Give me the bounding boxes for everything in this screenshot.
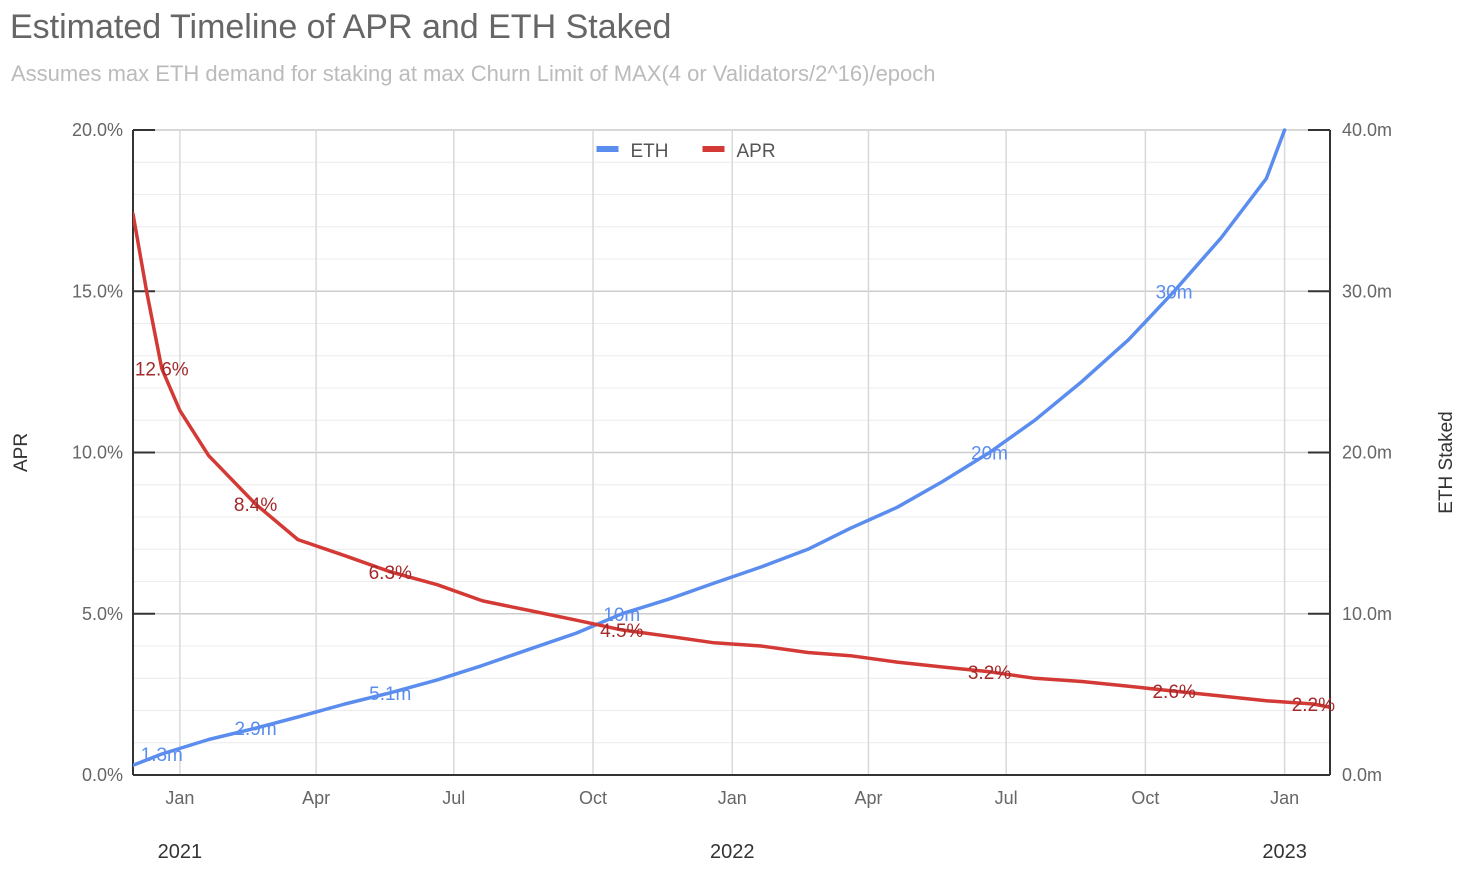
left-axis-tick-label: 20.0% xyxy=(72,120,123,140)
x-axis-year-label: 2021 xyxy=(158,841,203,863)
right-axis-tick-label: 10.0m xyxy=(1342,604,1392,624)
data-labels: 1.3m 2.9m 5.1m 10m 20m 30m 12.6% 8.4% 6.3% 4.5% 3.… xyxy=(135,282,1335,766)
data-label-apr: 2.2% xyxy=(1292,695,1335,716)
legend-swatch-eth xyxy=(596,146,619,152)
left-axis-tick-label: 0.0% xyxy=(82,765,123,785)
left-axis-title: APR xyxy=(11,433,32,472)
legend-label-eth: ETH xyxy=(631,141,669,162)
x-axis-tick-label: Jan xyxy=(165,788,194,808)
data-label-eth: 20m xyxy=(971,444,1008,465)
right-axis-tick-label: 30.0m xyxy=(1342,281,1392,301)
data-label-apr: 12.6% xyxy=(135,360,189,381)
data-label-eth: 1.3m xyxy=(141,745,183,766)
left-axis-tick-label: 5.0% xyxy=(82,604,123,624)
x-axis-tick-label: Apr xyxy=(854,788,882,808)
chart-title: Estimated Timeline of APR and ETH Staked xyxy=(10,8,672,46)
data-label-apr: 2.6% xyxy=(1152,682,1195,703)
right-axis-tick-label: 20.0m xyxy=(1342,443,1392,463)
legend: ETH APR xyxy=(596,141,776,162)
right-axis-title: ETH Staked xyxy=(1436,411,1457,513)
legend-label-apr: APR xyxy=(737,141,776,162)
data-label-eth: 5.1m xyxy=(369,684,411,705)
series-line-eth xyxy=(133,128,1287,768)
right-axis-tick-label: 40.0m xyxy=(1342,120,1392,140)
data-label-apr: 4.5% xyxy=(600,621,643,642)
x-axis-tick-label: Jan xyxy=(718,788,747,808)
series-line-apr xyxy=(133,212,1330,710)
data-label-eth: 30m xyxy=(1156,282,1193,303)
x-axis-tick-label: Oct xyxy=(1131,788,1159,808)
right-axis-tick-label: 0.0m xyxy=(1342,765,1382,785)
data-label-apr: 3.2% xyxy=(968,663,1011,684)
data-label-eth: 10m xyxy=(603,605,640,626)
x-axis-tick-label: Jul xyxy=(995,788,1018,808)
data-label-apr: 8.4% xyxy=(234,495,277,516)
data-label-eth: 2.9m xyxy=(234,719,276,740)
legend-swatch-apr xyxy=(702,146,725,152)
data-label-apr: 6.3% xyxy=(369,563,412,584)
x-axis-year-label: 2023 xyxy=(1262,841,1307,863)
grid xyxy=(133,129,1330,776)
axes: 0.0% 5.0% 10.0% 15.0% 20.0% 0.0m 10.0m 20.0m 30.… xyxy=(11,120,1457,863)
x-axis-tick-label: Jan xyxy=(1270,788,1299,808)
left-axis-tick-label: 15.0% xyxy=(72,281,123,301)
left-axis-tick-label: 10.0% xyxy=(72,443,123,463)
x-axis-tick-label: Oct xyxy=(579,788,607,808)
series xyxy=(133,128,1330,768)
x-axis-year-label: 2022 xyxy=(710,841,755,863)
x-axis-tick-label: Apr xyxy=(302,788,330,808)
chart-subtitle: Assumes max ETH demand for staking at ma… xyxy=(11,61,936,86)
x-axis-tick-label: Jul xyxy=(442,788,465,808)
